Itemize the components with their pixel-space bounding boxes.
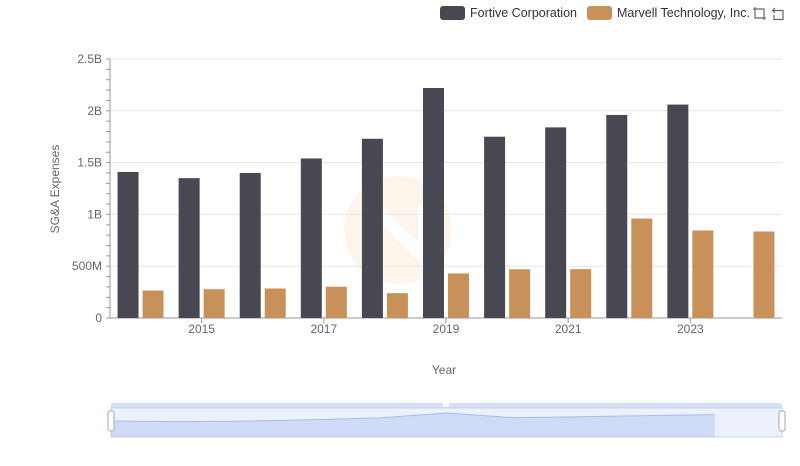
legend-item-marvell[interactable]: Marvell Technology, Inc.: [587, 6, 750, 20]
bar-marvell-2014: [142, 290, 164, 318]
legend-swatch-marvell: [587, 6, 612, 20]
bar-marvell-2017: [325, 286, 347, 318]
x-tick-label: 2017: [310, 322, 337, 336]
bar-fortive-2022: [606, 114, 628, 318]
toolbox: [748, 6, 786, 21]
bar-marvell-2023: [692, 230, 714, 318]
bar-fortive-2021: [545, 127, 567, 318]
bar-marvell-2019: [448, 273, 469, 318]
bar-marvell-2020: [509, 269, 531, 318]
bar-marvell-2021: [570, 269, 592, 318]
bar-fortive-2016: [239, 172, 261, 318]
bar-marvell-2016: [264, 288, 286, 318]
x-axis-title: Year: [432, 363, 456, 377]
bar-marvell-2015: [203, 289, 225, 318]
bar-fortive-2017: [300, 158, 322, 318]
legend-label-fortive: Fortive Corporation: [470, 6, 577, 20]
bar-marvell-2022: [631, 218, 653, 318]
y-tick-label: 1.5B: [77, 156, 102, 170]
bar-marvell-2018: [386, 293, 408, 318]
legend-swatch-fortive: [440, 6, 465, 20]
datazoom-preview-line: [110, 412, 715, 423]
bar-fortive-2020: [484, 136, 506, 318]
y-tick-label: 500M: [72, 259, 102, 273]
zoom-icon[interactable]: [752, 6, 767, 21]
datazoom-right-handle[interactable]: [778, 410, 786, 432]
legend: Fortive Corporation Marvell Technology, …: [440, 3, 760, 23]
x-tick-label: 2019: [433, 322, 460, 336]
y-axis-title: SG&A Expenses: [48, 145, 62, 234]
y-tick-label: 2B: [87, 104, 102, 118]
restore-icon[interactable]: [771, 6, 786, 21]
bar-fortive-2018: [361, 138, 383, 318]
x-tick-label: 2023: [677, 322, 704, 336]
bar-marvell-2024: [753, 231, 775, 318]
bar-fortive-2015: [178, 178, 200, 318]
datazoom-left-handle[interactable]: [107, 410, 115, 432]
y-tick-label: 2.5B: [77, 52, 102, 66]
x-tick-label: 2021: [555, 322, 582, 336]
datazoom-grip[interactable]: [443, 403, 449, 407]
bar-fortive-2014: [117, 171, 139, 318]
bar-fortive-2019: [423, 88, 444, 319]
legend-label-marvell: Marvell Technology, Inc.: [617, 6, 750, 20]
x-tick-label: 2015: [188, 322, 215, 336]
legend-item-fortive[interactable]: Fortive Corporation: [440, 6, 577, 20]
datazoom-preview-area: [111, 413, 715, 437]
bar-fortive-2023: [667, 104, 689, 318]
y-tick-label: 1B: [87, 207, 102, 221]
y-tick-label: 0: [95, 311, 102, 325]
